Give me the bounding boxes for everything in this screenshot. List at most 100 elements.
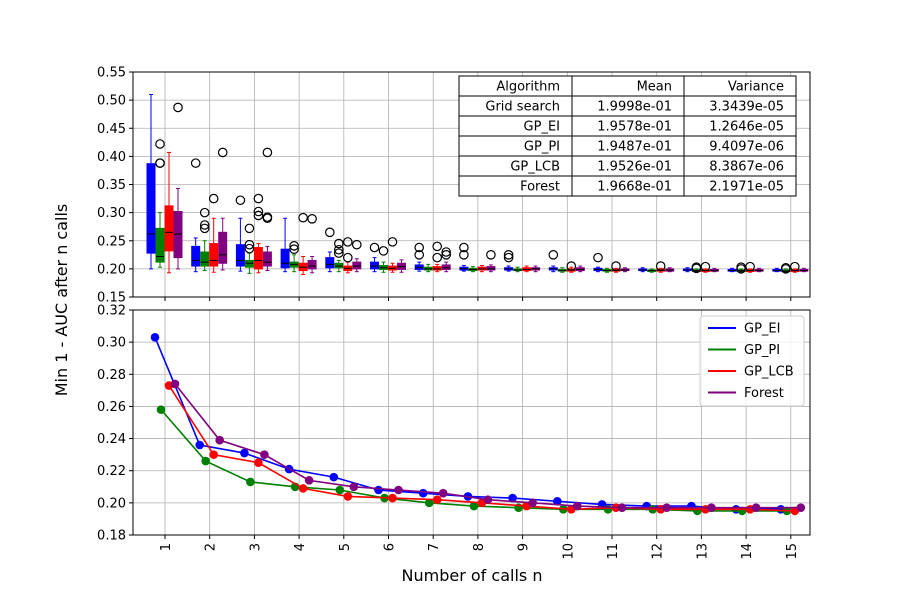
box-body [191, 245, 201, 267]
table-value: Grid search [485, 100, 560, 115]
box-grid-search-n7 [414, 242, 424, 272]
box-outlier [217, 147, 228, 158]
series-point [156, 405, 166, 414]
series-forest [170, 379, 806, 512]
box-gp-ei-n12 [647, 268, 657, 273]
table-value: 8.3867e-06 [709, 160, 784, 175]
box-outlier [190, 158, 201, 168]
box-grid-search-n12 [638, 267, 648, 273]
box-gp-pi-n12 [655, 261, 666, 273]
box-outlier [262, 213, 273, 224]
bottom-x-tick-label: 4 [293, 543, 308, 551]
box-body [218, 231, 228, 264]
series-point [343, 492, 353, 501]
series-point [508, 493, 517, 503]
box-gp-pi-n5 [342, 237, 353, 274]
box-grid-search-n4 [280, 217, 290, 273]
box-body [262, 251, 272, 267]
series-point [329, 472, 339, 482]
y-axis-label: Min 1 - AUC after n calls [52, 204, 71, 397]
box-body [244, 259, 254, 268]
legend-label: Forest [744, 386, 784, 401]
box-gp-ei-n5 [333, 238, 344, 273]
box-outlier [548, 250, 559, 260]
series-point [215, 435, 224, 445]
box-body [441, 264, 451, 270]
box-gp-lcb-n2 [217, 147, 228, 271]
box-outlier [745, 261, 755, 272]
box-outlier [155, 139, 165, 149]
box-outlier [333, 244, 344, 255]
bottom-y-tick-label: 0.26 [97, 400, 126, 415]
series-point [707, 503, 716, 512]
box-gp-ei-n1 [155, 139, 165, 268]
bottom-x-tick-label: 5 [338, 543, 353, 551]
box-outlier [789, 261, 800, 272]
box-outlier [655, 261, 666, 271]
box-gp-ei-n14 [736, 262, 746, 274]
table-header: Algorithm [496, 80, 560, 95]
box-gp-lcb-n5 [351, 239, 362, 273]
table-value: 1.9526e-01 [597, 160, 672, 175]
series-point [796, 503, 806, 512]
box-gp-pi-n1 [164, 151, 174, 274]
box-gp-lcb-n6 [397, 259, 406, 273]
table-value: 1.2646e-05 [709, 120, 784, 135]
bottom-x-tick-label: 9 [517, 543, 532, 551]
box-gp-ei-n7 [423, 263, 433, 273]
bottom-x-tick-label: 13 [695, 543, 710, 560]
box-outlier [253, 193, 264, 204]
series-point [424, 498, 434, 508]
box-gp-pi-n4 [298, 212, 308, 275]
box-outlier [253, 210, 264, 221]
box-outlier [414, 250, 424, 260]
box-outlier [244, 243, 255, 254]
series-point [298, 484, 308, 493]
box-gp-ei-n9 [513, 266, 523, 273]
bottom-y-tick-label: 0.24 [97, 432, 126, 447]
series-point [201, 456, 210, 466]
box-grid-search-n1 [146, 94, 156, 270]
series-point [528, 498, 537, 508]
bottom-axes-frame [132, 309, 811, 536]
bottom-lines [150, 333, 806, 516]
box-body [200, 251, 210, 267]
box-outlier [199, 207, 210, 218]
box-gp-lcb-n7 [441, 247, 451, 273]
series-point [573, 501, 582, 511]
box-body [334, 262, 344, 269]
box-gp-pi-n11 [611, 261, 621, 273]
series-point [394, 485, 403, 495]
top-boxplots [146, 94, 809, 275]
top-y-tick-label: 0.15 [97, 291, 126, 306]
box-outlier [289, 241, 299, 251]
bottom-x-tick-label: 2 [204, 543, 219, 551]
box-grid-search-n8 [459, 242, 469, 272]
series-point [388, 493, 397, 503]
box-outlier [503, 252, 514, 263]
series-point [150, 333, 160, 342]
table-header: Variance [728, 80, 784, 95]
box-grid-search-n9 [503, 250, 514, 272]
box-outlier [593, 252, 603, 263]
bottom-ticks: 0.180.200.220.240.260.280.300.321 2 3 4 5 6 7 8… [97, 304, 800, 560]
box-gp-lcb-n14 [754, 267, 764, 273]
top-y-tick-label: 0.35 [97, 178, 126, 193]
box-outlier [298, 212, 308, 223]
series-point [195, 440, 204, 450]
table-value: 9.4097e-06 [709, 140, 784, 155]
box-gp-ei-n4 [289, 241, 299, 273]
legend-label: GP_EI [744, 322, 780, 337]
bottom-x-tick-label: 6 [383, 543, 398, 551]
box-gp-lcb-n13 [709, 267, 719, 273]
stats-table: Algorithm Mean Variance Grid search 1.9998e-… [458, 75, 797, 197]
legend-label: GP_LCB [744, 365, 794, 380]
box-outlier [253, 206, 264, 217]
box-outlier [432, 252, 442, 263]
top-y-tick-label: 0.40 [97, 150, 126, 165]
table-header: Mean [637, 80, 672, 95]
top-y-tick-label: 0.45 [97, 122, 126, 137]
box-outlier [199, 223, 210, 234]
box-gp-pi-n2 [208, 193, 219, 273]
top-y-ticks: 0.15 0.20 0.25 0.30 0.35 0.40 0.45 0.50 0.55 [97, 66, 792, 306]
